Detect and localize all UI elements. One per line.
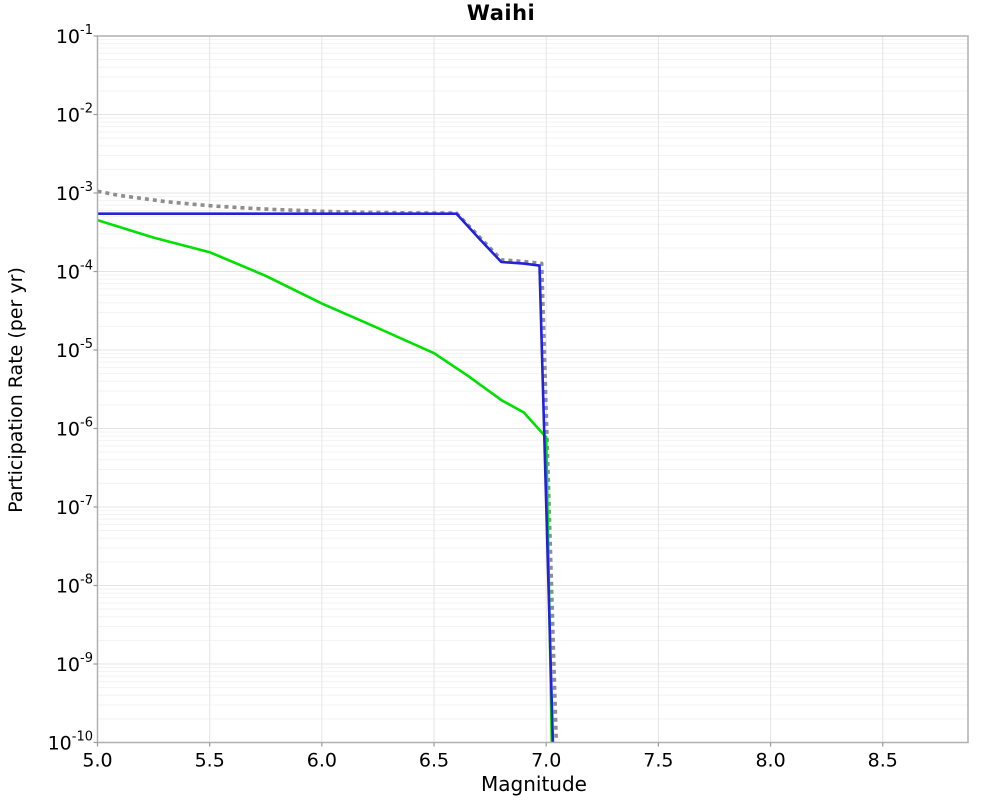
data-series: [97, 189, 559, 743]
axis-tick-marks: [93, 35, 884, 747]
x-tick-label: 7.5: [643, 750, 673, 772]
y-tick-label: 10-8: [56, 573, 93, 598]
y-axis-label: Participation Rate (per yr): [5, 267, 27, 513]
x-tick-label: 5.0: [82, 750, 112, 772]
x-tick-label: 8.5: [868, 750, 898, 772]
x-axis-tick-labels: 5.0 5.5 6.0 6.5 7.0 7.5 8.0 8.5: [82, 750, 897, 772]
plot-frame: [96, 35, 969, 744]
series-green-curve: [97, 218, 554, 743]
y-axis-tick-labels: 10-1 10-2 10-3 10-4 10-5 10-6 10-7 10-8 10-9 10-1…: [48, 23, 93, 755]
x-tick-label: 8.0: [755, 750, 785, 772]
y-tick-label: 10-5: [56, 337, 93, 362]
y-tick-label: 10-9: [56, 651, 93, 676]
series-gray-dashed-curve: [97, 189, 559, 743]
y-tick-label: 10-10: [48, 730, 93, 755]
x-tick-label: 6.5: [419, 750, 449, 772]
chart-title: Waihi: [467, 1, 535, 25]
y-tick-label: 10-4: [56, 259, 93, 284]
x-tick-label: 6.0: [307, 750, 337, 772]
y-tick-label: 10-3: [56, 180, 93, 205]
x-tick-label: 5.5: [195, 750, 225, 772]
y-tick-label: 10-1: [56, 23, 93, 48]
y-tick-label: 10-2: [56, 102, 93, 127]
series-blue-curve: [97, 212, 555, 743]
x-axis-label: Magnitude: [481, 772, 587, 796]
minor-gridlines: [97, 39, 968, 720]
y-tick-label: 10-6: [56, 416, 93, 441]
x-tick-label: 7.0: [531, 750, 561, 772]
y-tick-label: 10-7: [56, 494, 93, 519]
